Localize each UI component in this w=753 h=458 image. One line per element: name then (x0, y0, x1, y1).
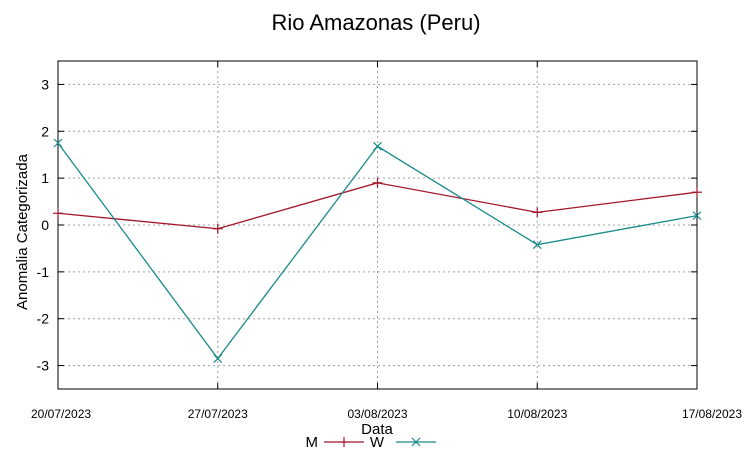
y-tick-label: -3 (37, 358, 50, 374)
data-point-M (532, 207, 543, 218)
data-point-W (213, 354, 223, 363)
y-tick-label: -2 (37, 311, 50, 327)
x-axis-ticks: 20/07/2023 27/07/2023 03/08/2023 10/08/2023… (31, 61, 742, 421)
x-tick-label: 03/08/2023 (347, 407, 407, 421)
chart-title: Rio Amazonas (Peru) (271, 10, 480, 35)
y-axis-ticks: 3 2 1 0 -1 -2 -3 (37, 76, 697, 374)
y-axis-label: Anomalia Categorizada (14, 153, 31, 310)
legend-label: W (370, 434, 385, 451)
x-tick-label: 17/08/2023 (682, 407, 742, 421)
data-point-M (372, 177, 383, 188)
legend-marker (411, 437, 421, 447)
legend-marker (339, 437, 349, 447)
x-axis-label: Data (361, 421, 393, 438)
data-point-W (373, 141, 382, 151)
x-tick-label: 27/07/2023 (188, 407, 248, 421)
y-tick-label: 2 (41, 123, 49, 139)
x-tick-label: 20/07/2023 (31, 407, 91, 421)
legend-label: M (306, 434, 319, 451)
y-tick-label: -1 (37, 264, 50, 280)
data-point-M (212, 223, 223, 234)
x-tick-label: 10/08/2023 (507, 407, 567, 421)
data-point-M (692, 187, 702, 198)
y-tick-label: 3 (41, 76, 49, 92)
data-point-W (532, 240, 542, 250)
y-tick-label: 0 (41, 217, 49, 233)
y-tick-label: 1 (41, 170, 49, 186)
data-point-W (53, 138, 63, 148)
grid-layer (58, 61, 697, 389)
series-layer (53, 138, 702, 363)
data-point-M (53, 208, 63, 219)
data-point-W (692, 211, 702, 221)
